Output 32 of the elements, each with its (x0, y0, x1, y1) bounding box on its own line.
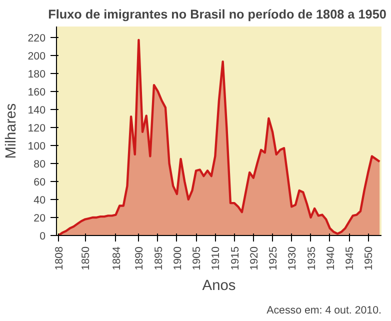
y-tick-label: 180 (28, 68, 46, 80)
x-tick-label: 1884 (110, 246, 123, 270)
y-tick-label: 40 (34, 194, 46, 206)
y-tick-label: 140 (28, 104, 46, 116)
x-tick-label: 1850 (80, 246, 92, 270)
x-tick-label: 1930 (286, 246, 299, 270)
x-tick-label: 1808 (53, 246, 66, 270)
y-tick-label: 60 (34, 176, 46, 188)
y-tick-label: 100 (28, 140, 46, 152)
x-tick-label: 1910 (210, 246, 222, 270)
x-tick-label: 1905 (191, 246, 204, 270)
x-axis-title: Anos (202, 278, 236, 294)
x-tick-label: 1895 (152, 246, 165, 270)
text: Acesso em: 4 out. 2010. (266, 304, 382, 316)
y-tick-label: 200 (28, 50, 46, 62)
x-tick-label: 1940 (324, 246, 337, 270)
y-tick-label: 20 (34, 212, 46, 224)
x-tick-label: 1945 (344, 246, 356, 270)
y-tick-label: 220 (28, 32, 46, 44)
x-tick-label: 1925 (268, 246, 280, 270)
y-tick-label: 120 (28, 122, 46, 134)
x-tick-label: 1950 (363, 246, 376, 270)
y-tick-label: 0 (40, 230, 46, 242)
x-tick-label: 1935 (306, 246, 318, 270)
x-tick-label: 1890 (134, 246, 146, 270)
x-tick-label: 1900 (172, 246, 184, 270)
chart-title: Fluxo de imigrantes no Brasil no período de 1808 a 1950 (48, 8, 386, 22)
y-tick-label: 80 (34, 158, 46, 170)
y-tick-label: 160 (28, 86, 46, 98)
x-tick-label: 1915 (229, 246, 242, 270)
x-tick-label: 1920 (248, 246, 260, 270)
y-axis-title: Milhares (4, 103, 20, 159)
